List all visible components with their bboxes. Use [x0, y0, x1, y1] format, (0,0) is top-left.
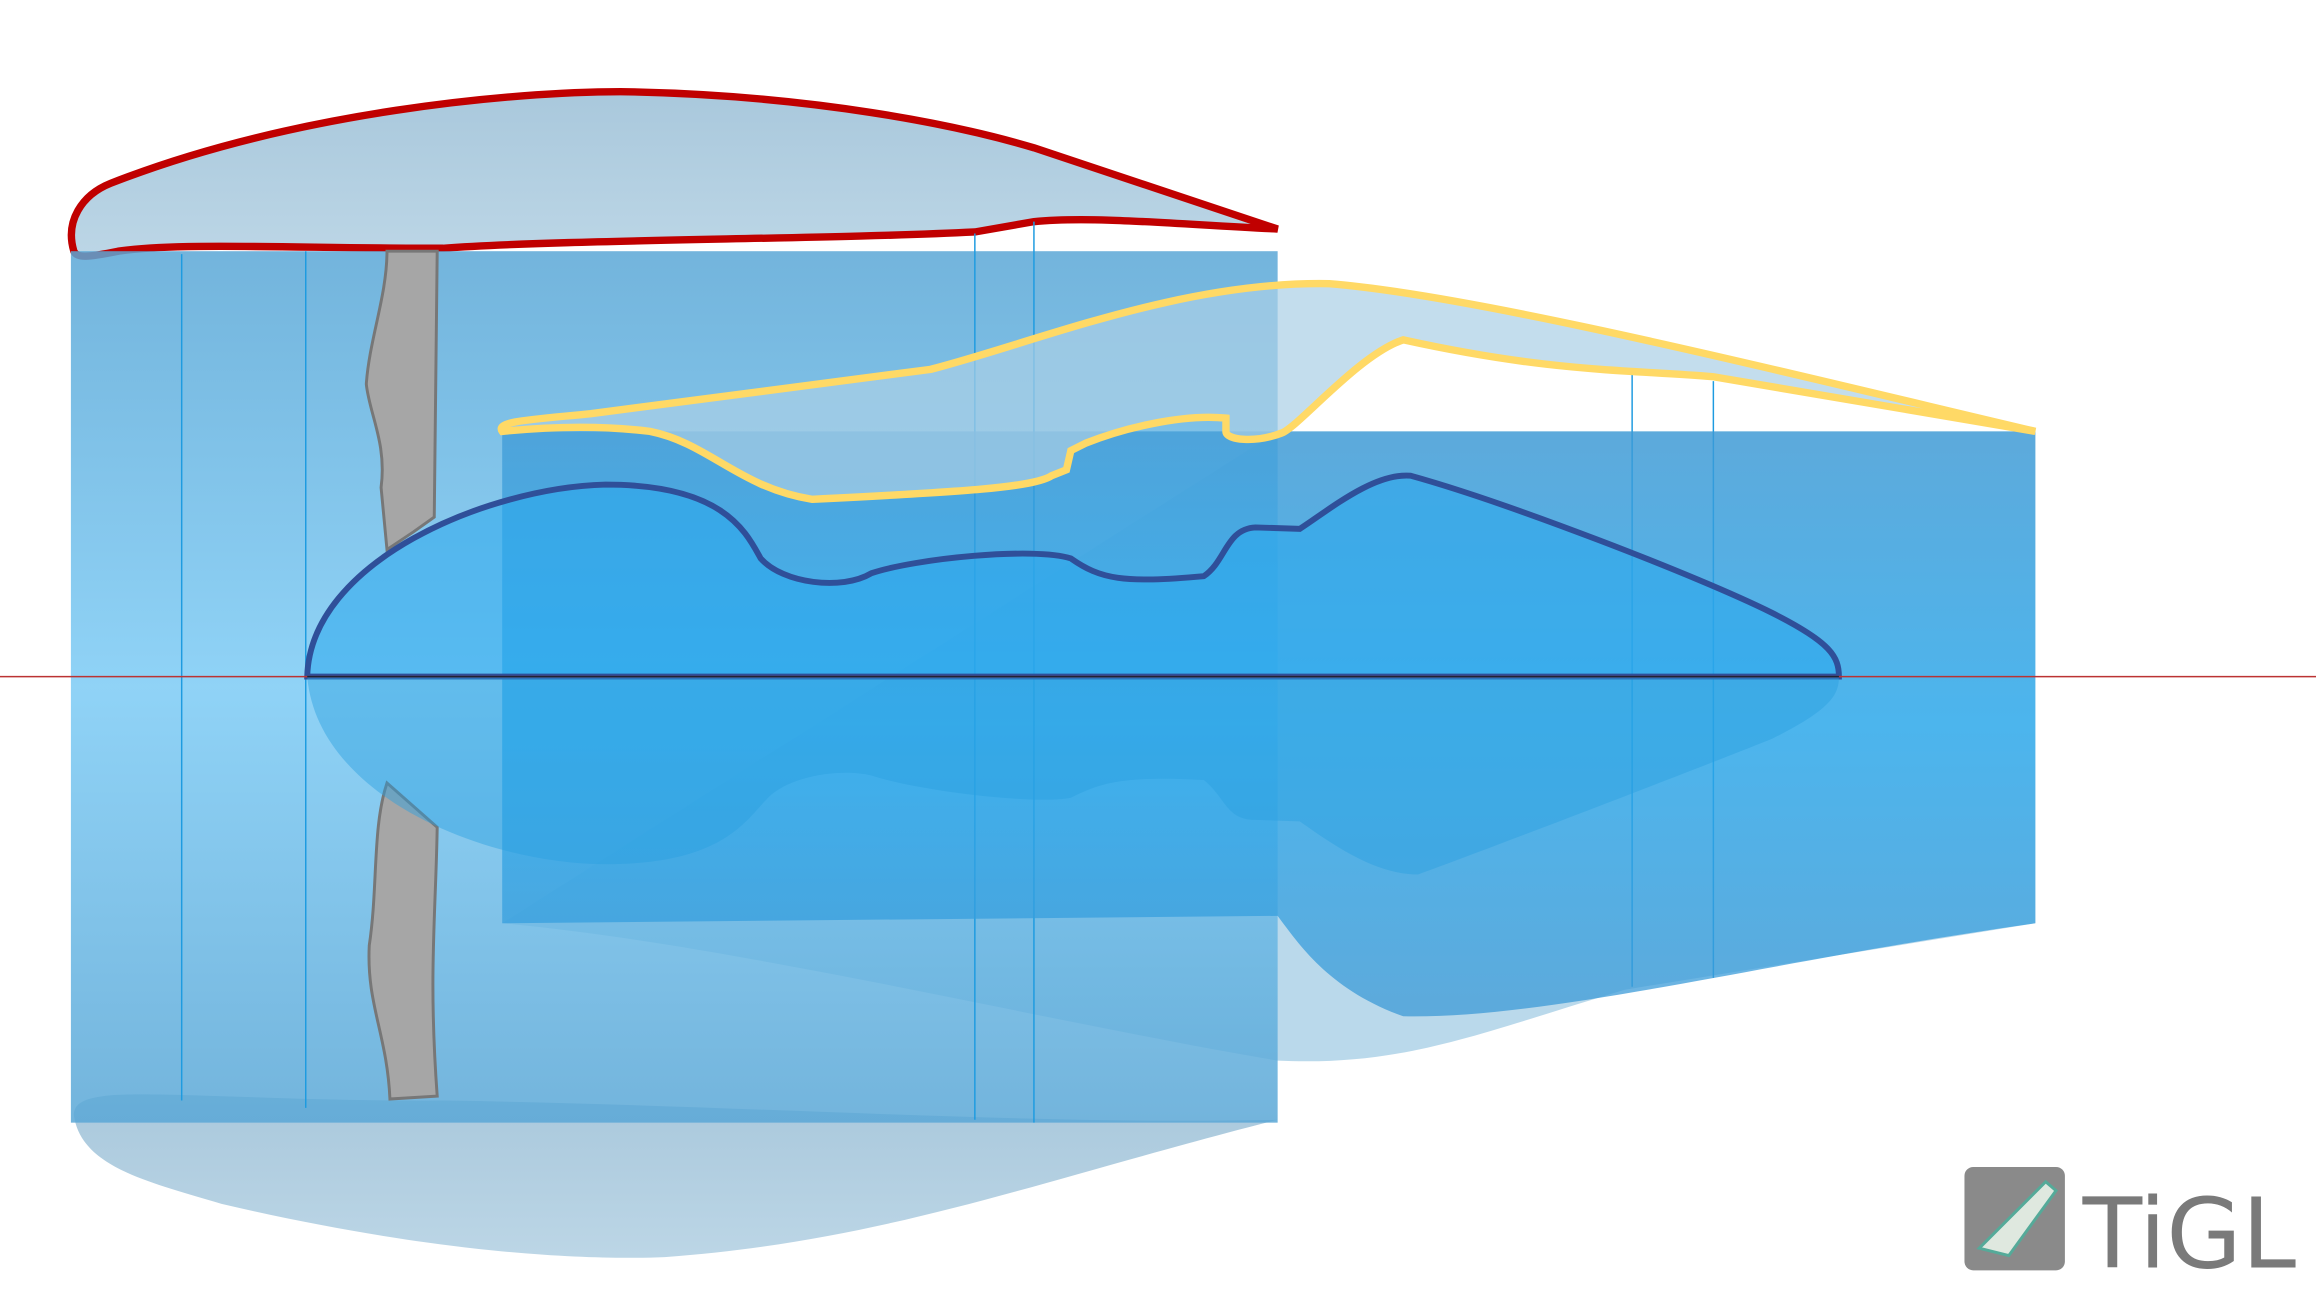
plug — [304, 472, 1842, 680]
plug-lower — [307, 676, 1839, 875]
fan-cowl-top — [67, 87, 1279, 260]
fan-cowl-bottom — [73, 1094, 1278, 1258]
logo: TiGL — [1964, 1166, 2296, 1290]
nacelle — [0, 87, 2316, 1258]
logo-plane — [1976, 1179, 2059, 1258]
core-cowl-top — [497, 279, 2037, 504]
logo-text: TiGL — [2082, 1177, 2296, 1290]
fan-blade — [364, 249, 439, 1101]
